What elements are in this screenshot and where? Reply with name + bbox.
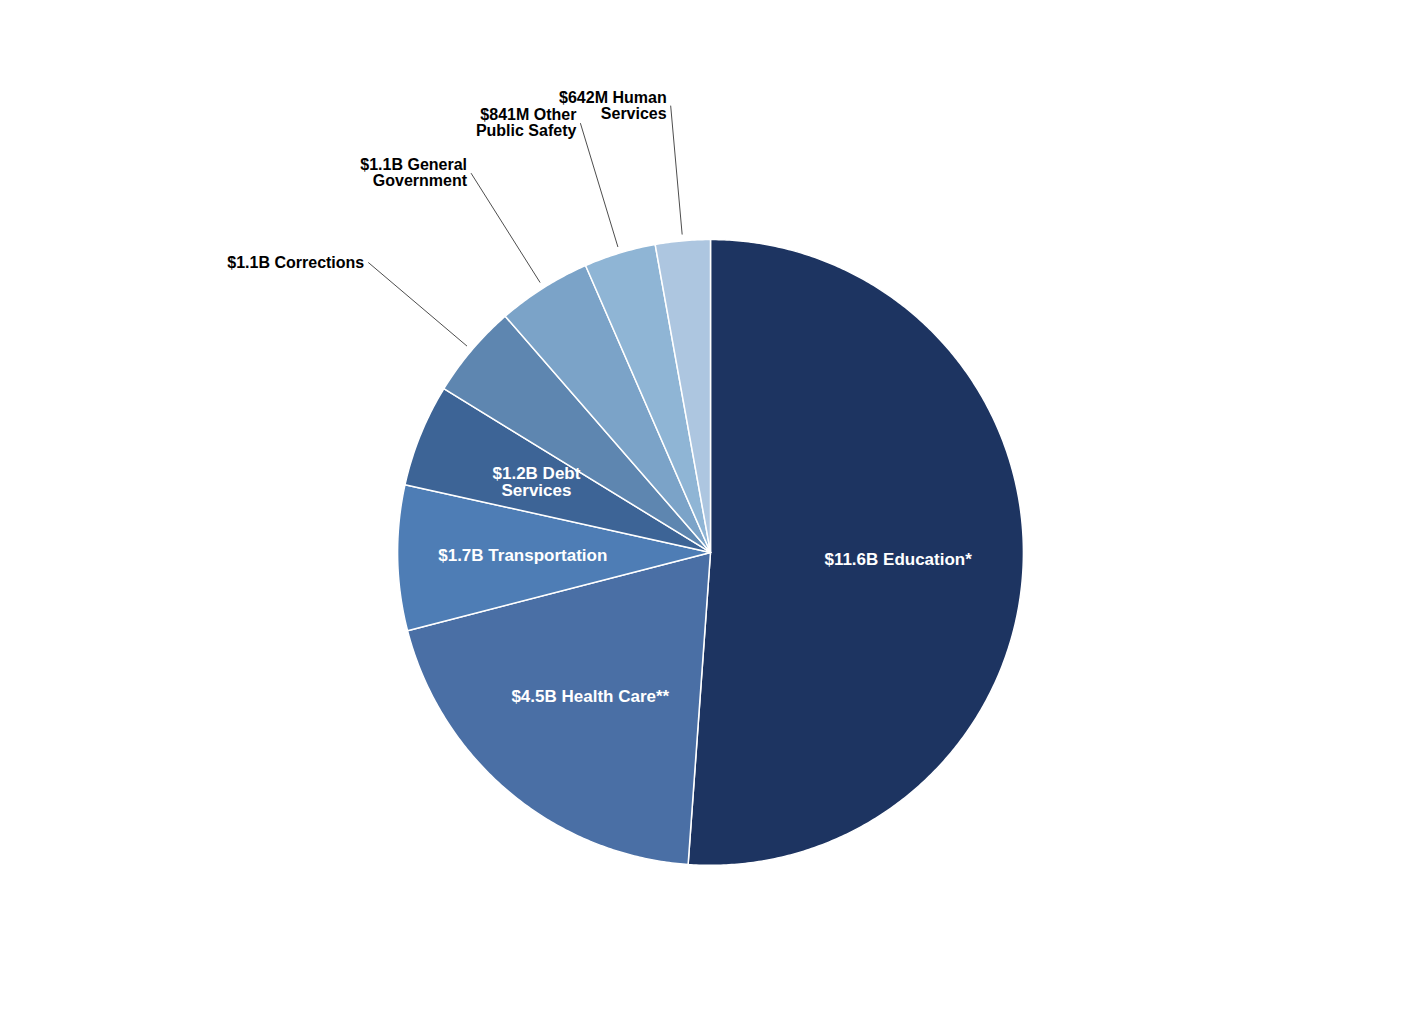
svg-text:$841M OtherPublic Safety: $841M OtherPublic Safety <box>476 106 577 139</box>
svg-text:$1.1B GeneralGovernment: $1.1B GeneralGovernment <box>360 156 467 189</box>
svg-text:$1.1B Corrections: $1.1B Corrections <box>227 254 364 271</box>
svg-text:$642M HumanServices: $642M HumanServices <box>559 89 667 122</box>
svg-text:$11.6B Education*: $11.6B Education* <box>824 550 972 569</box>
svg-text:$4.5B Health Care**: $4.5B Health Care** <box>511 687 669 706</box>
svg-text:$1.7B Transportation: $1.7B Transportation <box>438 546 607 565</box>
svg-text:$1.2B DebtServices: $1.2B DebtServices <box>493 464 581 500</box>
